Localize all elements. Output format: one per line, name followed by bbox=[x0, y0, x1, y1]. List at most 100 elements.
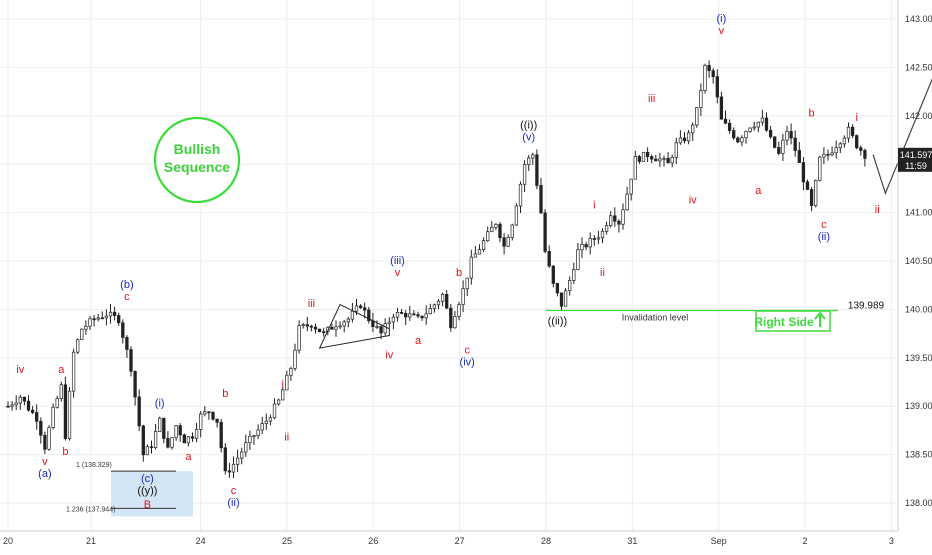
wave-label: b bbox=[62, 446, 68, 458]
y-tick-label: 141.000 bbox=[905, 208, 932, 218]
candle bbox=[719, 91, 724, 120]
x-tick-label: 20 bbox=[3, 536, 13, 546]
bullish-badge-line2: Sequence bbox=[164, 159, 230, 175]
candle bbox=[346, 317, 350, 328]
wave-label: ii bbox=[875, 204, 880, 216]
wave-labels-layer: ivv(a)ab(b)c(i)(c)((y))Bbac(ii)iiiiii(ii… bbox=[16, 13, 879, 511]
candle bbox=[51, 403, 55, 430]
candle bbox=[26, 395, 31, 412]
wave-label: (b) bbox=[120, 279, 133, 291]
candle bbox=[674, 137, 678, 165]
wave-label: c bbox=[464, 345, 470, 357]
candle bbox=[859, 145, 863, 156]
candle bbox=[39, 417, 43, 444]
candle bbox=[855, 134, 859, 150]
candle bbox=[84, 320, 88, 335]
candle bbox=[281, 387, 285, 401]
candle bbox=[428, 303, 432, 315]
candle bbox=[227, 462, 232, 478]
candle bbox=[149, 440, 154, 454]
candle bbox=[666, 152, 670, 164]
wave-label: (iv) bbox=[460, 357, 475, 369]
candle bbox=[785, 125, 789, 146]
candle bbox=[416, 311, 420, 319]
candle bbox=[170, 437, 174, 450]
price-tag-time: 11:59 bbox=[905, 161, 927, 171]
candle bbox=[342, 319, 346, 333]
candle bbox=[539, 177, 543, 214]
candle bbox=[182, 433, 186, 444]
wave-label: b bbox=[456, 267, 462, 279]
wave-label: iv bbox=[689, 195, 697, 207]
candle bbox=[96, 314, 100, 322]
candle bbox=[235, 449, 240, 473]
x-tick-label: 27 bbox=[455, 536, 465, 546]
candle bbox=[47, 425, 51, 451]
candle bbox=[596, 230, 601, 245]
candle bbox=[297, 320, 301, 354]
candle bbox=[190, 432, 195, 442]
candle bbox=[256, 424, 260, 440]
wave-label: iv bbox=[385, 349, 393, 361]
y-tick-label: 139.500 bbox=[905, 353, 932, 363]
candle bbox=[559, 292, 564, 311]
wave-label: i bbox=[281, 378, 283, 390]
wave-label: (ii) bbox=[227, 497, 239, 509]
candle bbox=[752, 121, 756, 131]
candle bbox=[473, 246, 478, 258]
x-tick-label: 24 bbox=[196, 536, 206, 546]
candle bbox=[231, 456, 236, 478]
candle bbox=[252, 435, 256, 445]
candle bbox=[268, 414, 273, 426]
x-tick-label: 3 bbox=[889, 536, 894, 546]
wave-label: ii bbox=[600, 267, 605, 279]
candle bbox=[793, 130, 797, 157]
candle bbox=[289, 366, 293, 381]
y-tick-label: 142.500 bbox=[905, 62, 932, 72]
wave-label: i bbox=[855, 112, 857, 124]
wave-label: B bbox=[144, 499, 151, 511]
candle bbox=[756, 121, 760, 133]
candle bbox=[613, 207, 617, 227]
candle bbox=[92, 314, 96, 327]
candle bbox=[137, 389, 141, 432]
candle bbox=[219, 418, 223, 453]
candle bbox=[543, 209, 547, 254]
candle bbox=[100, 311, 104, 320]
candle bbox=[285, 370, 289, 391]
candle bbox=[773, 136, 777, 149]
candle bbox=[732, 127, 736, 141]
candle bbox=[838, 142, 842, 154]
candle bbox=[863, 148, 867, 167]
candle bbox=[707, 60, 711, 78]
candle bbox=[117, 312, 121, 326]
candle bbox=[125, 335, 129, 358]
candle bbox=[764, 112, 769, 132]
candle bbox=[408, 305, 412, 321]
candle bbox=[600, 228, 605, 244]
candle bbox=[547, 245, 551, 268]
candle bbox=[18, 394, 22, 410]
candle bbox=[723, 110, 728, 125]
candle bbox=[637, 154, 642, 165]
candle bbox=[563, 287, 568, 307]
triangle-pattern bbox=[318, 303, 390, 349]
fib-label-100: 1 (138.329) bbox=[76, 462, 112, 469]
candle bbox=[112, 306, 117, 321]
candle bbox=[494, 223, 498, 231]
candle bbox=[650, 154, 654, 164]
candle bbox=[363, 302, 367, 319]
candle bbox=[514, 203, 519, 226]
candle bbox=[55, 395, 59, 409]
candle bbox=[375, 320, 379, 329]
candle bbox=[313, 323, 318, 334]
candle bbox=[744, 130, 748, 144]
candle bbox=[572, 262, 576, 285]
y-tick-label: 139.000 bbox=[905, 401, 932, 411]
wave-label: ((i)) bbox=[520, 120, 537, 132]
wave-label: iv bbox=[16, 364, 24, 376]
candle bbox=[424, 305, 428, 325]
fib-label-1236: 1.236 (137.944) bbox=[66, 506, 115, 513]
candle bbox=[453, 311, 457, 329]
